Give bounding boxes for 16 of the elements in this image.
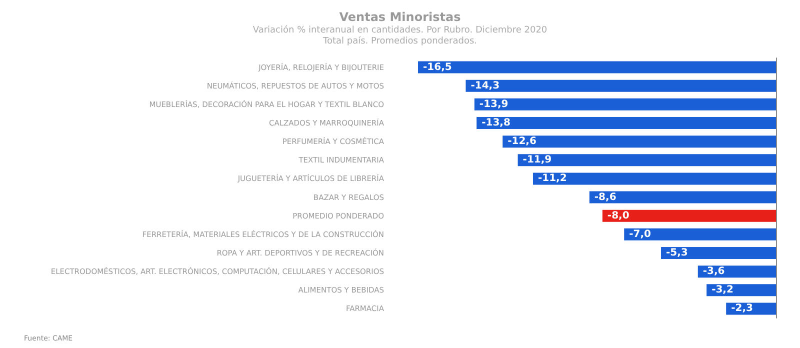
data-label: -2,3 — [731, 303, 754, 314]
data-label: -3,2 — [712, 284, 734, 296]
data-label: -8,6 — [594, 192, 616, 203]
data-label: -7,0 — [629, 228, 652, 240]
data-label: -16,5 — [423, 62, 452, 73]
data-label: -11,9 — [522, 154, 552, 166]
data-label: -12,6 — [508, 136, 536, 148]
chart-subtitle: Variación % interanual en cantidades. Por Rubro. Diciembre 2020 Total país. Promedios ponderados. — [252, 24, 548, 46]
data-label: -3,6 — [702, 266, 725, 278]
data-label: -13,9 — [479, 98, 508, 110]
data-label: -8,0 — [607, 210, 630, 222]
data-label: -5,3 — [666, 248, 688, 258]
data-label: -11,2 — [538, 173, 567, 184]
chart-title: Ventas Minoristas — [339, 10, 461, 24]
data-label: -13,8 — [482, 118, 510, 128]
data-label: -14,3 — [470, 80, 500, 92]
